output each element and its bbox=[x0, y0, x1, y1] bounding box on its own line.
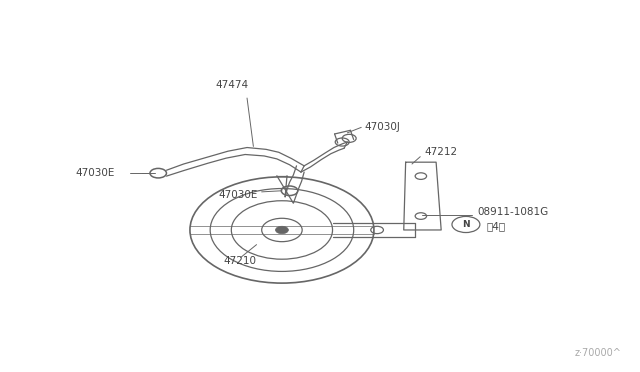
Text: （4）: （4） bbox=[486, 221, 506, 231]
Text: N: N bbox=[462, 220, 470, 229]
Text: z·70000^: z·70000^ bbox=[575, 348, 621, 358]
Text: 47030J: 47030J bbox=[364, 122, 400, 132]
Circle shape bbox=[275, 226, 289, 234]
Text: 47212: 47212 bbox=[425, 147, 458, 157]
Text: 47210: 47210 bbox=[223, 256, 257, 266]
Text: 08911-1081G: 08911-1081G bbox=[477, 207, 548, 217]
Text: 47030E: 47030E bbox=[218, 190, 258, 200]
Text: 47030E: 47030E bbox=[76, 168, 115, 178]
Text: 47474: 47474 bbox=[216, 80, 249, 90]
